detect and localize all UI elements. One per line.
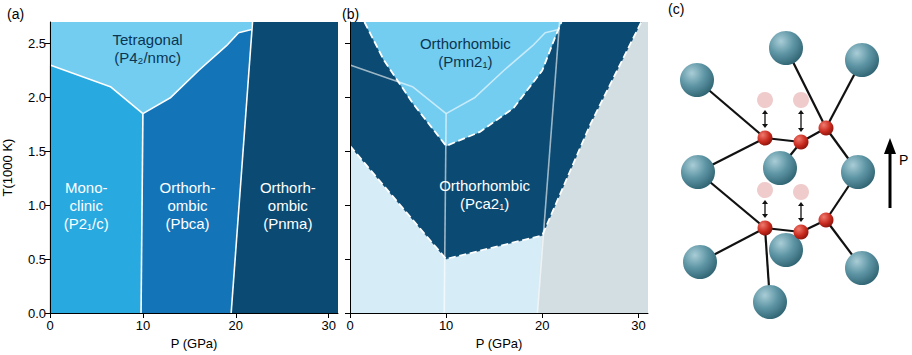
svg-text:Tetragonal: Tetragonal [113, 31, 183, 48]
svg-text:(Pbca): (Pbca) [165, 215, 209, 232]
svg-text:(P4₂/nmc): (P4₂/nmc) [114, 49, 181, 66]
svg-text:20: 20 [229, 318, 243, 333]
svg-text:Orthorh-: Orthorh- [160, 179, 216, 196]
svg-text:P: P [899, 152, 908, 168]
svg-text:2.0: 2.0 [28, 90, 46, 105]
svg-text:Orthorhombic: Orthorhombic [420, 35, 511, 52]
svg-text:0.5: 0.5 [28, 252, 46, 267]
svg-text:Orthorh-: Orthorh- [260, 179, 316, 196]
svg-text:(Pca2₁): (Pca2₁) [460, 195, 509, 212]
svg-text:10: 10 [136, 318, 150, 333]
svg-text:(Pmn2₁): (Pmn2₁) [438, 53, 492, 70]
svg-text:30: 30 [321, 318, 335, 333]
svg-text:P (GPa): P (GPa) [171, 336, 218, 351]
svg-text:(P2₁/c): (P2₁/c) [64, 215, 109, 232]
svg-text:(c): (c) [668, 1, 684, 17]
svg-text:Mono-: Mono- [65, 179, 108, 196]
svg-text:clinic: clinic [70, 197, 104, 214]
svg-text:1.5: 1.5 [28, 144, 46, 159]
svg-text:0: 0 [46, 318, 53, 333]
svg-text:(a): (a) [7, 6, 24, 22]
svg-text:20: 20 [535, 318, 549, 333]
svg-text:ombic: ombic [268, 197, 309, 214]
svg-text:T(1000 K): T(1000 K) [0, 139, 15, 197]
svg-text:Orthorhombic: Orthorhombic [439, 177, 530, 194]
svg-text:30: 30 [631, 318, 645, 333]
svg-text:1.0: 1.0 [28, 198, 46, 213]
svg-text:0: 0 [346, 318, 353, 333]
svg-text:10: 10 [439, 318, 453, 333]
svg-text:2.5: 2.5 [28, 36, 46, 51]
svg-text:P (GPa): P (GPa) [476, 336, 523, 351]
svg-text:ombic: ombic [167, 197, 208, 214]
svg-text:(Pnma): (Pnma) [263, 215, 312, 232]
svg-text:(b): (b) [342, 6, 359, 22]
svg-text:0.0: 0.0 [28, 306, 46, 321]
